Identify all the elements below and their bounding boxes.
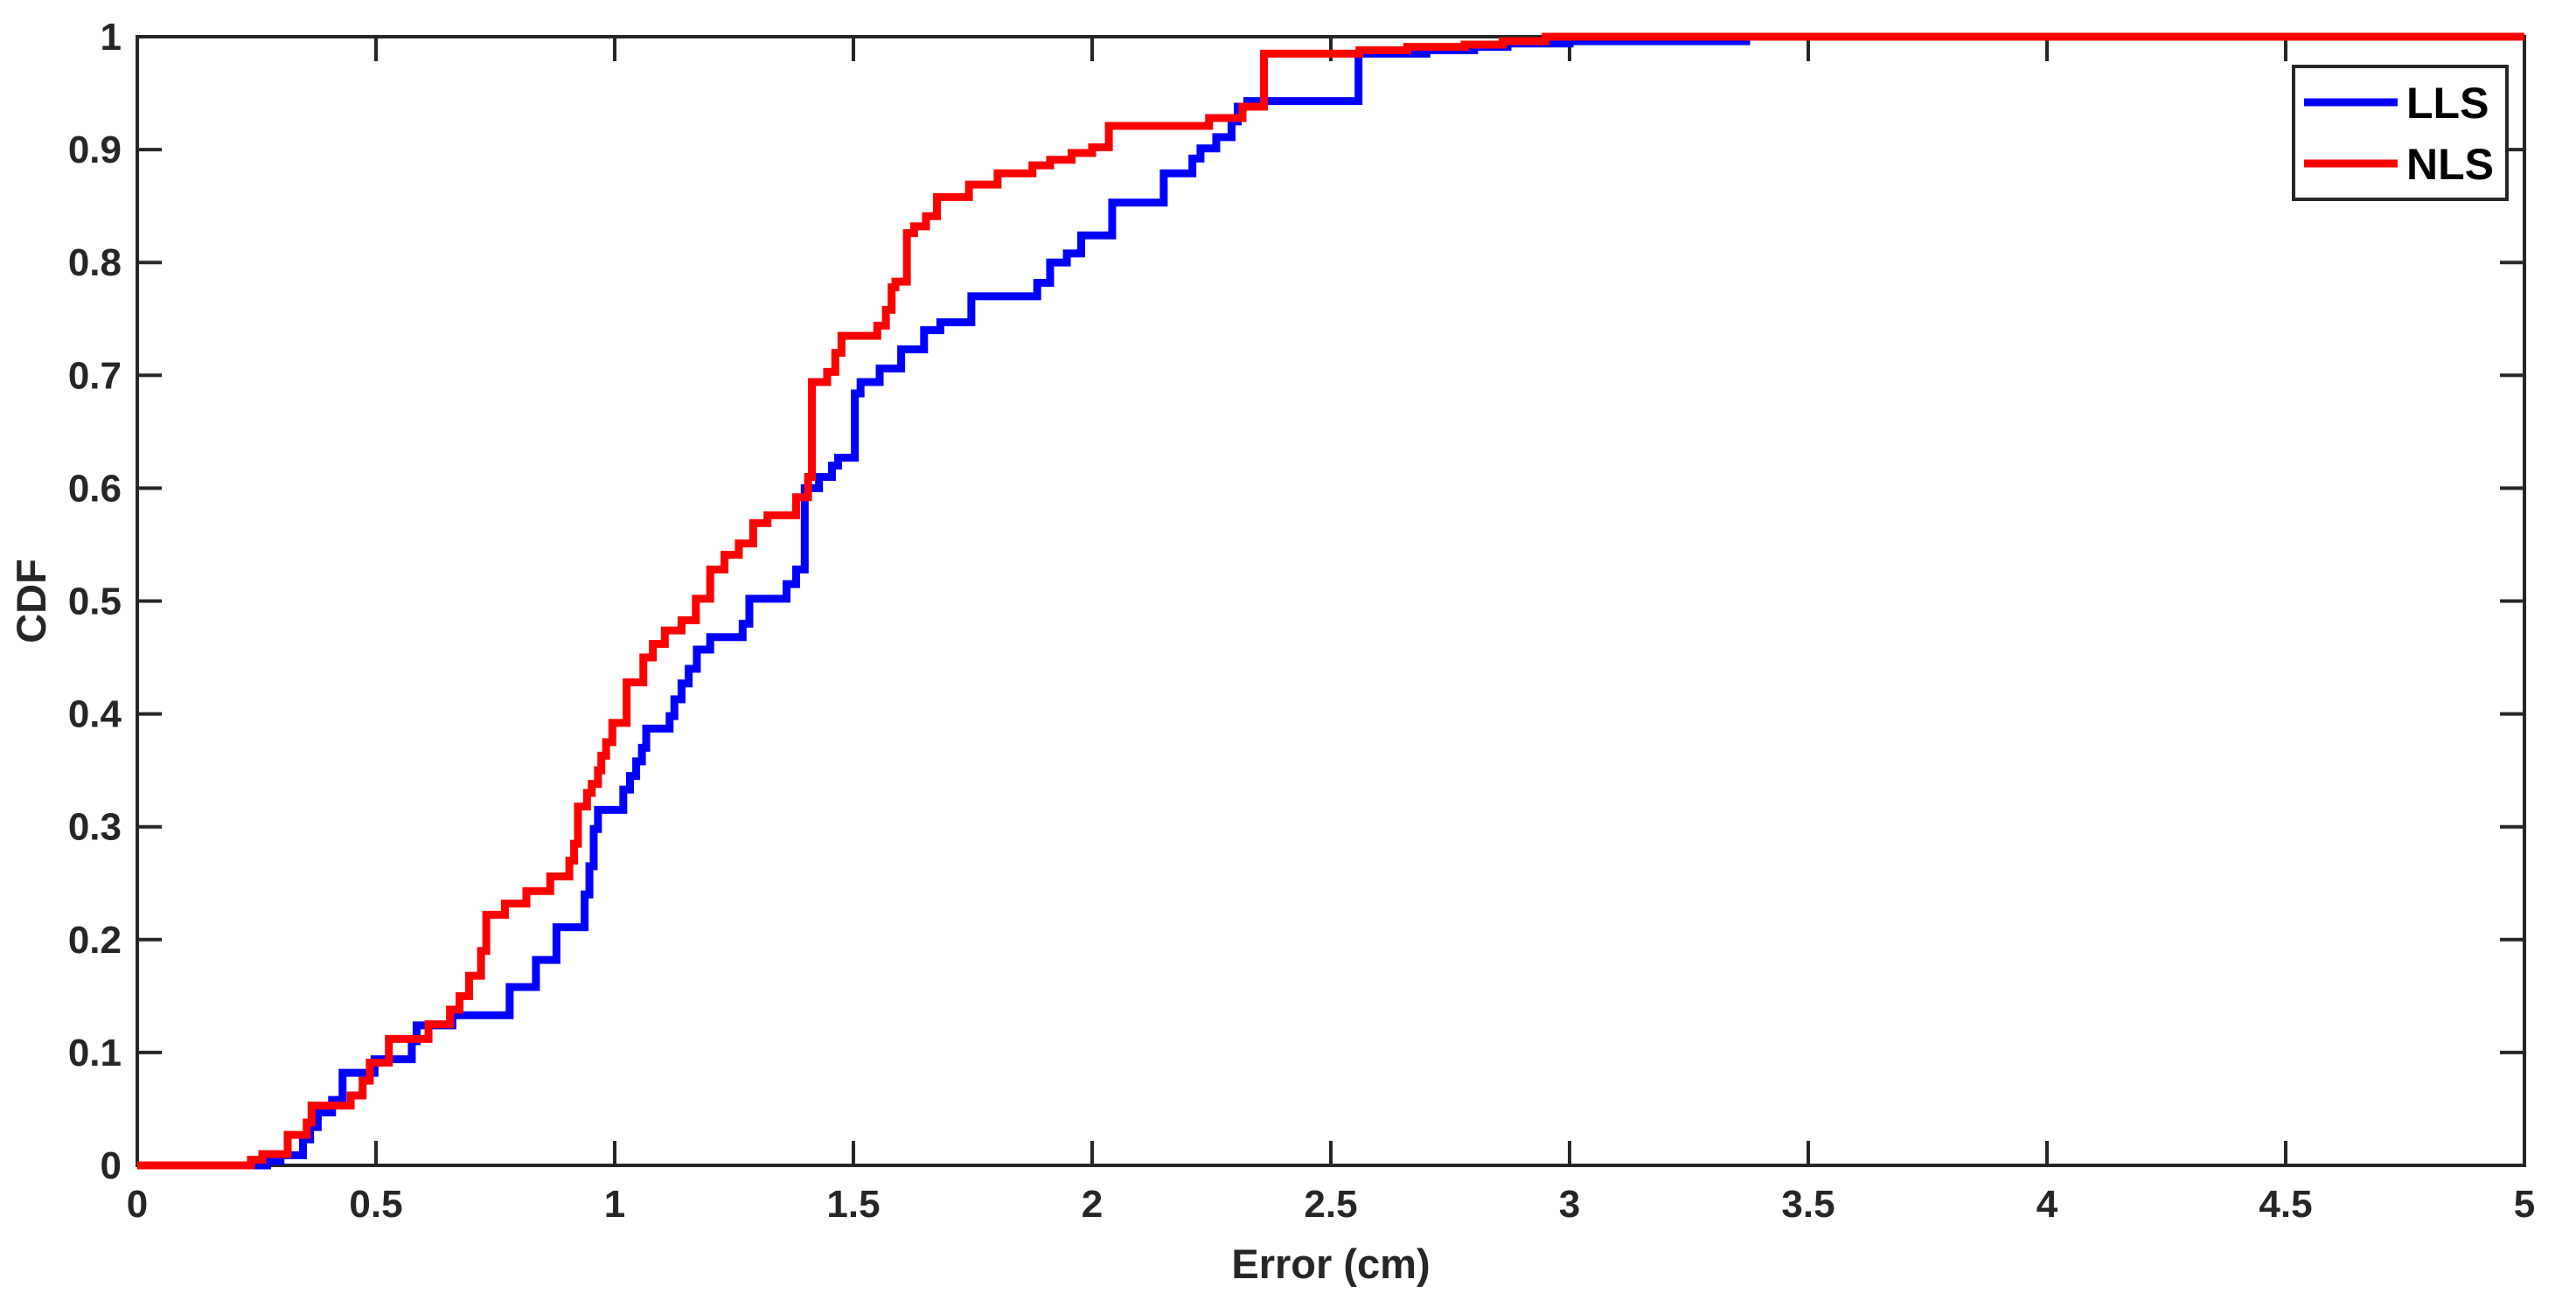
y-tick-label: 0.1 bbox=[68, 1032, 122, 1074]
legend-label-lls: LLS bbox=[2406, 79, 2489, 128]
x-tick-label: 1 bbox=[604, 1183, 625, 1226]
x-tick-label: 3.5 bbox=[1781, 1183, 1835, 1226]
x-tick-label: 0 bbox=[127, 1183, 148, 1226]
y-tick-label: 0.3 bbox=[68, 806, 122, 849]
y-tick-label: 0.4 bbox=[68, 693, 122, 736]
y-axis-label: CDF bbox=[8, 559, 54, 643]
x-tick-label: 4 bbox=[2036, 1183, 2058, 1226]
x-axis-label: Error (cm) bbox=[1231, 1241, 1430, 1287]
legend-label-nls: NLS bbox=[2406, 140, 2494, 189]
x-tick-label: 0.5 bbox=[349, 1183, 402, 1226]
y-tick-label: 0.6 bbox=[68, 467, 122, 510]
y-tick-label: 1 bbox=[101, 16, 122, 59]
x-tick-label: 5 bbox=[2514, 1183, 2535, 1226]
series-line-nls bbox=[137, 32, 2524, 1170]
x-tick-label: 2.5 bbox=[1304, 1183, 1357, 1226]
y-tick-label: 0 bbox=[101, 1144, 122, 1187]
y-tick-label: 0.8 bbox=[68, 241, 122, 284]
y-tick-label: 0.9 bbox=[68, 129, 122, 171]
x-tick-label: 3 bbox=[1559, 1183, 1580, 1226]
y-tick-label: 0.5 bbox=[68, 581, 122, 623]
y-tick-label: 0.7 bbox=[68, 354, 122, 397]
x-tick-label: 2 bbox=[1082, 1183, 1103, 1226]
y-tick-label: 0.2 bbox=[68, 919, 122, 962]
x-tick-label: 4.5 bbox=[2259, 1183, 2312, 1226]
x-tick-label: 1.5 bbox=[826, 1183, 880, 1226]
legend-box bbox=[2292, 65, 2509, 201]
